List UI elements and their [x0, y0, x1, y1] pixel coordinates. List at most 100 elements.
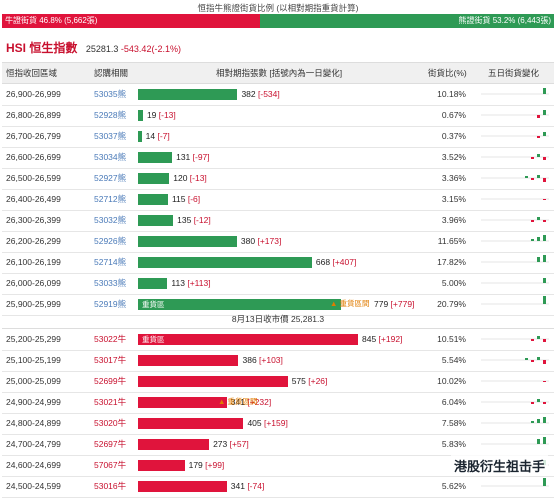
table-row[interactable]: 24,500-24,599 53016牛 341 [-74] 5.62% — [2, 476, 554, 498]
row-street-pct: 5.54% — [441, 355, 466, 365]
trend-bar — [537, 175, 540, 178]
row-volume-value: 380 [+173] — [241, 231, 281, 251]
row-code-link[interactable]: 53022牛 — [94, 334, 127, 344]
row-code-link[interactable]: 52928熊 — [94, 110, 127, 120]
row-volume-bar — [138, 236, 237, 247]
row-volume-value: 405 [+159] — [247, 413, 287, 433]
trend-sparkline — [481, 296, 549, 305]
row-street-pct: 10.18% — [437, 89, 466, 99]
row-volume-delta: [-13] — [158, 110, 176, 120]
table-row[interactable]: 26,500-26,599 52927熊 120 [-13] 3.36% — [2, 168, 554, 190]
table-row[interactable]: 26,700-26,799 53037熊 14 [-7] 0.37% — [2, 126, 554, 148]
trend-bar — [537, 419, 540, 423]
row-street-pct: 5.62% — [441, 481, 466, 491]
row-code-link[interactable]: 53021牛 — [94, 397, 127, 407]
trend-sparkline — [481, 235, 549, 242]
row-volume-delta: [+26] — [308, 376, 328, 386]
row-code-link[interactable]: 53017牛 — [94, 355, 127, 365]
row-street-pct: 5.00% — [441, 278, 466, 288]
row-volume-number: 19 — [146, 110, 159, 120]
trend-bar — [543, 402, 546, 404]
trend-bar — [537, 154, 540, 157]
row-volume-bar — [138, 439, 210, 450]
trend-bar — [543, 381, 546, 382]
row-range: 26,500-26,599 — [6, 173, 61, 183]
bull-ratio-label: 牛證街貨 46.8% (5,662張) — [5, 16, 98, 25]
row-volume-bar — [138, 131, 142, 142]
row-code-link[interactable]: 52714熊 — [94, 257, 127, 267]
row-volume-delta: [+407] — [332, 257, 357, 267]
index-name: HSI 恒生指數 — [6, 41, 78, 55]
row-code-link[interactable]: 53033熊 — [94, 278, 127, 288]
table-row[interactable]: 25,100-25,199 53017牛 386 [+103] 5.54% — [2, 350, 554, 372]
row-volume-number: 120 — [173, 173, 190, 183]
row-volume-bar — [138, 194, 168, 205]
row-volume-number: 14 — [145, 131, 158, 141]
trend-sparkline — [481, 357, 549, 364]
row-code-link[interactable]: 52919熊 — [94, 299, 127, 309]
table-row[interactable]: 25,000-25,099 52699牛 575 [+26] 10.02% — [2, 371, 554, 393]
trend-sparkline — [481, 478, 549, 487]
trend-sparkline — [481, 110, 549, 118]
trend-sparkline — [481, 399, 549, 404]
table-row[interactable]: 26,300-26,399 53032熊 135 [-12] 3.96% — [2, 210, 554, 232]
row-volume-delta: [+113] — [187, 278, 211, 288]
table-row[interactable]: 24,800-24,899 53020牛 405 [+159] 7.58% — [2, 413, 554, 435]
row-code-link[interactable]: 53032熊 — [94, 215, 127, 225]
table-row[interactable]: 24,900-24,999 53021牛 341 [+232] 6.04% ▲ 重貨區間 — [2, 392, 554, 414]
row-volume-bar — [138, 460, 185, 471]
table-row[interactable]: 26,600-26,699 53034熊 131 [-97] 3.52% — [2, 147, 554, 169]
heavy-zone-note: ▲ 重貨區間 — [218, 397, 258, 406]
col-trend: 五日街貨變化 — [488, 68, 540, 78]
table-row[interactable]: 26,000-26,099 53033熊 113 [+113] 5.00% — [2, 273, 554, 295]
row-volume-number: 113 — [171, 278, 188, 288]
table-row[interactable]: 25,200-25,299 53022牛 845 [+192] 10.51% 重貨區 — [2, 329, 554, 351]
trend-sparkline — [481, 255, 549, 263]
row-volume-value: 120 [-13] — [173, 168, 207, 188]
index-change: -543.42(-2.1%) — [120, 44, 181, 54]
row-code-link[interactable]: 52926熊 — [94, 236, 127, 246]
row-code-link[interactable]: 53016牛 — [94, 481, 127, 491]
table-row[interactable]: 26,200-26,299 52926熊 380 [+173] 11.65% — [2, 231, 554, 253]
trend-sparkline — [481, 437, 549, 445]
table-row[interactable]: 26,400-26,499 52712熊 115 [-6] 3.15% — [2, 189, 554, 211]
row-code-link[interactable]: 52927熊 — [94, 173, 127, 183]
row-volume-delta: [+173] — [257, 236, 282, 246]
trend-bar — [537, 257, 540, 262]
row-volume-delta: [+103] — [259, 355, 283, 365]
table-row[interactable]: 26,100-26,199 52714熊 668 [+407] 17.82% — [2, 252, 554, 274]
row-range: 24,900-24,999 — [6, 397, 61, 407]
row-code-link[interactable]: 53034熊 — [94, 152, 127, 162]
row-volume-delta: [+159] — [263, 418, 288, 428]
trend-sparkline — [481, 417, 549, 424]
row-code-link[interactable]: 53037熊 — [94, 131, 127, 141]
trend-bar — [537, 439, 540, 444]
row-volume-delta: [-12] — [193, 215, 211, 225]
col-code: 認購相關 — [94, 68, 129, 78]
row-volume-value: 113 [+113] — [171, 273, 210, 293]
table-row[interactable]: 25,900-25,999 52919熊 779 [+779] 20.79% 重貨區 ▲ … — [2, 294, 554, 316]
row-volume-bar — [138, 481, 227, 492]
row-volume-value: 115 [-6] — [172, 189, 200, 209]
table-row[interactable]: 24,700-24,799 52697牛 273 [+57] 5.83% — [2, 434, 554, 456]
trend-bar — [543, 296, 546, 304]
table-row[interactable]: 26,900-26,999 53035熊 382 [-534] 10.18% — [2, 84, 554, 106]
row-volume-bar — [138, 376, 288, 387]
row-code-link[interactable]: 52699牛 — [94, 376, 127, 386]
row-volume-bar — [138, 89, 238, 100]
row-street-pct: 5.83% — [441, 439, 466, 449]
row-volume-delta: [+99] — [205, 460, 225, 470]
index-value: 25281.3 — [85, 44, 119, 54]
row-volume-bar — [138, 397, 227, 408]
table-row[interactable]: 26,800-26,899 52928熊 19 [-13] 0.67% — [2, 105, 554, 127]
row-range: 26,900-26,999 — [6, 89, 61, 99]
bear-ratio-label: 熊證街貨 53.2% (6,443張) — [458, 16, 551, 25]
row-code-link[interactable]: 52712熊 — [94, 194, 127, 204]
row-range: 26,600-26,699 — [6, 152, 61, 162]
col-range: 恒指收回區域 — [6, 68, 58, 78]
row-street-pct: 17.82% — [437, 257, 466, 267]
row-code-link[interactable]: 53020牛 — [94, 418, 127, 428]
row-code-link[interactable]: 53035熊 — [94, 89, 127, 99]
row-code-link[interactable]: 57067牛 — [94, 460, 127, 470]
row-code-link[interactable]: 52697牛 — [94, 439, 127, 449]
